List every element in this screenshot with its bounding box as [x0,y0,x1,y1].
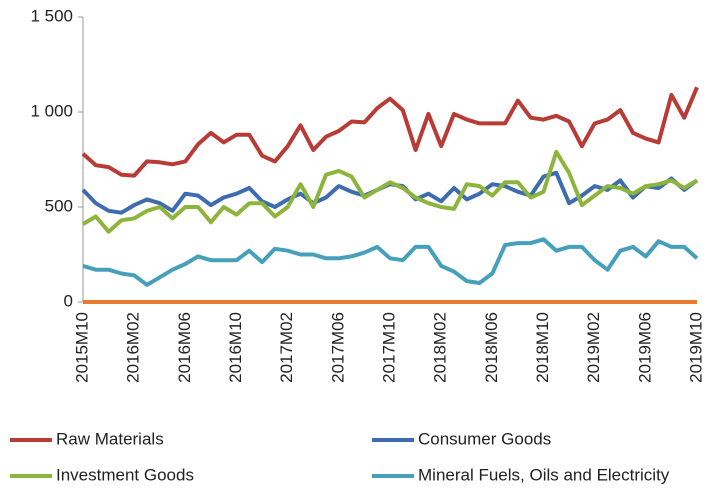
x-tick-label: 2018M06 [482,312,501,383]
x-tick-label: 2016M06 [175,312,194,383]
y-tick-label: 1 500 [30,6,73,25]
x-tick-label: 2017M02 [277,312,296,383]
x-tick-label: 2017M06 [328,312,347,383]
x-tick-label: 2019M06 [635,312,654,383]
x-tick-label: 2018M02 [431,312,450,383]
y-tick-label: 0 [64,291,73,310]
x-tick-label: 2019M10 [686,312,705,383]
line-series [81,86,699,178]
x-tick-label: 2015M10 [72,312,91,383]
x-tick-label: 2019M02 [584,312,603,383]
legend-label: Consumer Goods [418,429,551,448]
x-tick-label: 2016M10 [226,312,245,383]
y-tick-label: 500 [45,196,73,215]
line-series [82,237,699,287]
legend-label: Raw Materials [56,429,164,448]
line-series [81,149,699,234]
x-tick-label: 2016M02 [124,312,143,383]
y-tick-label: 1 000 [30,101,73,120]
x-tick-label: 2018M10 [533,312,552,383]
line-series [81,170,699,215]
legend-label: Investment Goods [56,465,194,484]
x-tick-label: 2017M10 [379,312,398,383]
legend-label: Mineral Fuels, Oils and Electricity [418,465,670,484]
